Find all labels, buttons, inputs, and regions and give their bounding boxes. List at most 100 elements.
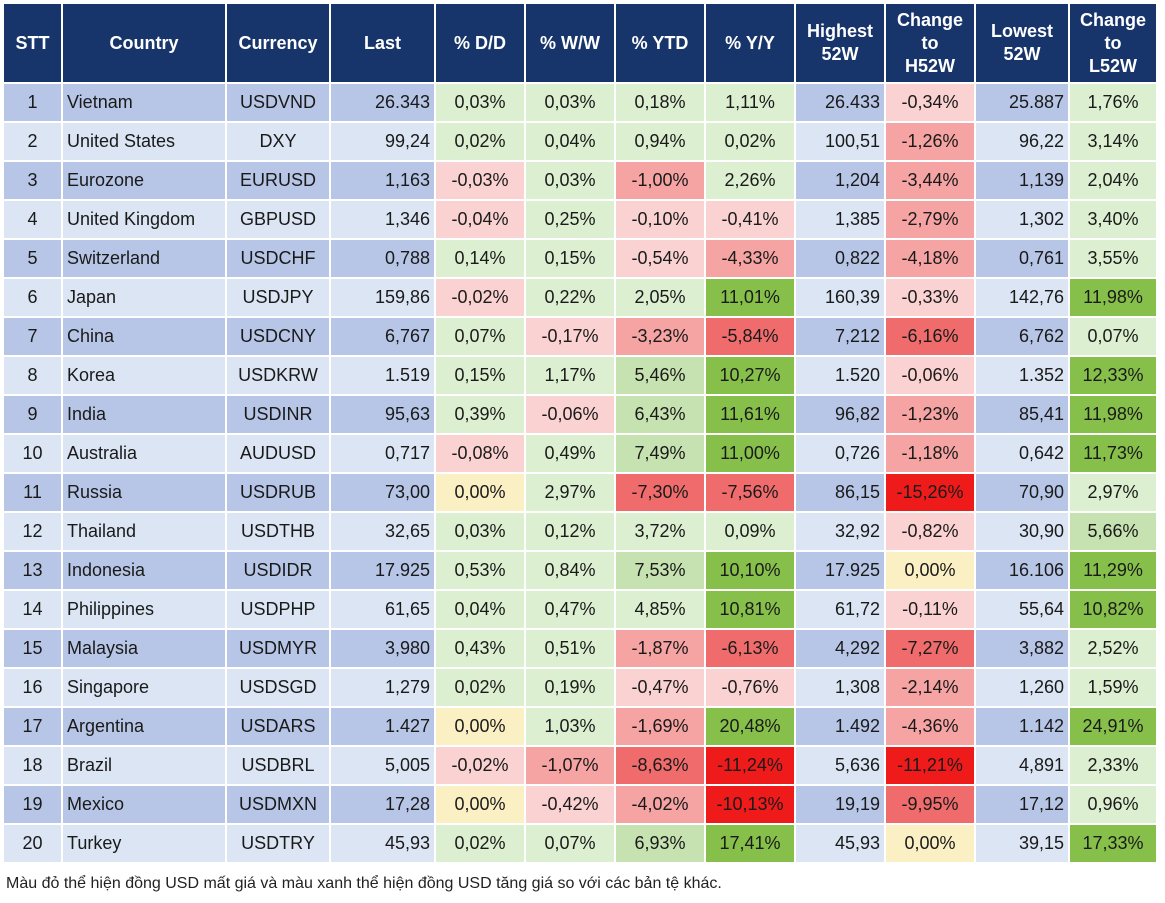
pct-day-cell: -0,03% bbox=[436, 162, 524, 199]
header-highest-52w[interactable]: Highest 52W bbox=[796, 4, 884, 82]
highest-52w-cell: 1.492 bbox=[796, 708, 884, 745]
pct-ytd-cell: -8,63% bbox=[616, 747, 704, 784]
change-to-l52w-cell: 11,98% bbox=[1070, 396, 1156, 433]
header-last[interactable]: Last bbox=[331, 4, 434, 82]
highest-52w-cell: 1.520 bbox=[796, 357, 884, 394]
header-ww[interactable]: % W/W bbox=[526, 4, 614, 82]
pct-week-cell: 0,19% bbox=[526, 669, 614, 706]
table-row: 2 United States DXY 99,24 0,02% 0,04% 0,94% 0,0… bbox=[4, 123, 1156, 160]
pct-ytd-cell: -0,54% bbox=[616, 240, 704, 277]
change-to-h52w-cell: -4,18% bbox=[886, 240, 974, 277]
pct-day-cell: 0,53% bbox=[436, 552, 524, 589]
table-row: 20 Turkey USDTRY 45,93 0,02% 0,07% 6,93% 17,41%… bbox=[4, 825, 1156, 862]
change-to-h52w-cell: -1,26% bbox=[886, 123, 974, 160]
change-to-h52w-cell: -4,36% bbox=[886, 708, 974, 745]
lowest-52w-cell: 25.887 bbox=[976, 84, 1068, 121]
change-to-l52w-cell: 1,76% bbox=[1070, 84, 1156, 121]
header-change-to-l52w[interactable]: Change to L52W bbox=[1070, 4, 1156, 82]
header-change-to-h52w[interactable]: Change to H52W bbox=[886, 4, 974, 82]
row-number: 14 bbox=[4, 591, 61, 628]
highest-52w-cell: 0,726 bbox=[796, 435, 884, 472]
row-number: 13 bbox=[4, 552, 61, 589]
pct-day-cell: 0,04% bbox=[436, 591, 524, 628]
pct-year-cell: -5,84% bbox=[706, 318, 794, 355]
pct-year-cell: -0,76% bbox=[706, 669, 794, 706]
header-ytd[interactable]: % YTD bbox=[616, 4, 704, 82]
change-to-h52w-cell: -0,34% bbox=[886, 84, 974, 121]
lowest-52w-cell: 85,41 bbox=[976, 396, 1068, 433]
highest-52w-cell: 160,39 bbox=[796, 279, 884, 316]
country-cell: Turkey bbox=[63, 825, 225, 862]
lowest-52w-cell: 3,882 bbox=[976, 630, 1068, 667]
header-dd[interactable]: % D/D bbox=[436, 4, 524, 82]
last-cell: 1,163 bbox=[331, 162, 434, 199]
change-to-l52w-cell: 3,40% bbox=[1070, 201, 1156, 238]
change-to-h52w-cell: 0,00% bbox=[886, 552, 974, 589]
lowest-52w-cell: 55,64 bbox=[976, 591, 1068, 628]
pct-ytd-cell: -7,30% bbox=[616, 474, 704, 511]
change-to-h52w-cell: -9,95% bbox=[886, 786, 974, 823]
lowest-52w-cell: 6,762 bbox=[976, 318, 1068, 355]
change-to-l52w-cell: 2,97% bbox=[1070, 474, 1156, 511]
header-yy[interactable]: % Y/Y bbox=[706, 4, 794, 82]
highest-52w-cell: 0,822 bbox=[796, 240, 884, 277]
country-cell: Australia bbox=[63, 435, 225, 472]
last-cell: 17.925 bbox=[331, 552, 434, 589]
country-cell: Brazil bbox=[63, 747, 225, 784]
lowest-52w-cell: 1.352 bbox=[976, 357, 1068, 394]
highest-52w-cell: 19,19 bbox=[796, 786, 884, 823]
pct-year-cell: -11,24% bbox=[706, 747, 794, 784]
pct-week-cell: -0,42% bbox=[526, 786, 614, 823]
change-to-h52w-cell: -2,14% bbox=[886, 669, 974, 706]
table-row: 14 Philippines USDPHP 61,65 0,04% 0,47% 4,85% 1… bbox=[4, 591, 1156, 628]
country-cell: Russia bbox=[63, 474, 225, 511]
last-cell: 3,980 bbox=[331, 630, 434, 667]
pct-day-cell: 0,43% bbox=[436, 630, 524, 667]
pct-year-cell: 11,61% bbox=[706, 396, 794, 433]
row-number: 7 bbox=[4, 318, 61, 355]
pct-week-cell: 0,07% bbox=[526, 825, 614, 862]
country-cell: Eurozone bbox=[63, 162, 225, 199]
table-row: 9 India USDINR 95,63 0,39% -0,06% 6,43% 11,61% 9… bbox=[4, 396, 1156, 433]
currency-cell: USDBRL bbox=[227, 747, 329, 784]
last-cell: 0,717 bbox=[331, 435, 434, 472]
pct-week-cell: 0,15% bbox=[526, 240, 614, 277]
table-row: 13 Indonesia USDIDR 17.925 0,53% 0,84% 7,53% 10… bbox=[4, 552, 1156, 589]
last-cell: 0,788 bbox=[331, 240, 434, 277]
lowest-52w-cell: 0,642 bbox=[976, 435, 1068, 472]
table-row: 12 Thailand USDTHB 32,65 0,03% 0,12% 3,72% 0,09… bbox=[4, 513, 1156, 550]
header-stt[interactable]: STT bbox=[4, 4, 61, 82]
country-cell: Vietnam bbox=[63, 84, 225, 121]
country-cell: Mexico bbox=[63, 786, 225, 823]
pct-ytd-cell: -0,47% bbox=[616, 669, 704, 706]
pct-day-cell: -0,02% bbox=[436, 279, 524, 316]
row-number: 9 bbox=[4, 396, 61, 433]
country-cell: Singapore bbox=[63, 669, 225, 706]
header-lowest-52w[interactable]: Lowest 52W bbox=[976, 4, 1068, 82]
currency-cell: USDPHP bbox=[227, 591, 329, 628]
currency-cell: USDIDR bbox=[227, 552, 329, 589]
pct-year-cell: 11,01% bbox=[706, 279, 794, 316]
header-currency[interactable]: Currency bbox=[227, 4, 329, 82]
exchange-rate-table: STT Country Currency Last % D/D % W/W % … bbox=[2, 2, 1158, 864]
row-number: 4 bbox=[4, 201, 61, 238]
header-country[interactable]: Country bbox=[63, 4, 225, 82]
lowest-52w-cell: 1,139 bbox=[976, 162, 1068, 199]
table-row: 16 Singapore USDSGD 1,279 0,02% 0,19% -0,47% -0… bbox=[4, 669, 1156, 706]
lowest-52w-cell: 142,76 bbox=[976, 279, 1068, 316]
table-row: 1 Vietnam USDVND 26.343 0,03% 0,03% 0,18% 1,11%… bbox=[4, 84, 1156, 121]
pct-ytd-cell: 0,18% bbox=[616, 84, 704, 121]
row-number: 18 bbox=[4, 747, 61, 784]
pct-ytd-cell: 4,85% bbox=[616, 591, 704, 628]
table-row: 10 Australia AUDUSD 0,717 -0,08% 0,49% 7,49% 11… bbox=[4, 435, 1156, 472]
pct-day-cell: 0,15% bbox=[436, 357, 524, 394]
last-cell: 1,346 bbox=[331, 201, 434, 238]
lowest-52w-cell: 1,302 bbox=[976, 201, 1068, 238]
table-row: 3 Eurozone EURUSD 1,163 -0,03% 0,03% -1,00% 2,2… bbox=[4, 162, 1156, 199]
lowest-52w-cell: 39,15 bbox=[976, 825, 1068, 862]
lowest-52w-cell: 4,891 bbox=[976, 747, 1068, 784]
country-cell: Thailand bbox=[63, 513, 225, 550]
change-to-l52w-cell: 11,73% bbox=[1070, 435, 1156, 472]
pct-ytd-cell: 6,43% bbox=[616, 396, 704, 433]
